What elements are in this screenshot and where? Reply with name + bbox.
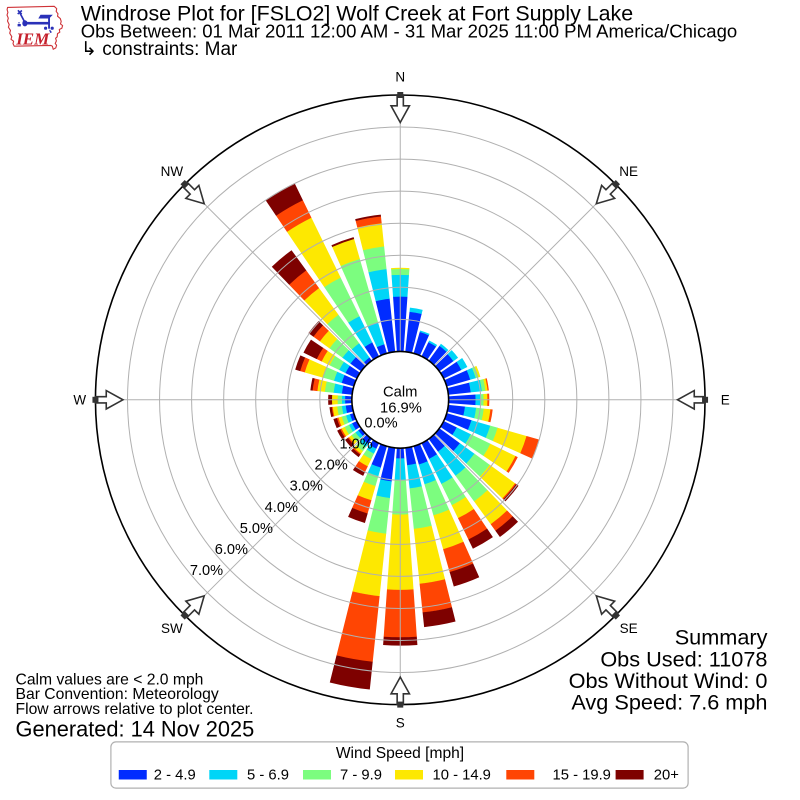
svg-text:7 - 9.9: 7 - 9.9 [340,768,382,784]
svg-text:3.0%: 3.0% [290,479,323,495]
svg-text:NW: NW [161,164,184,179]
svg-text:2.0%: 2.0% [314,458,347,474]
svg-text:10 - 14.9: 10 - 14.9 [433,768,491,784]
svg-text:Avg Speed: 7.6 mph: Avg Speed: 7.6 mph [571,690,767,715]
svg-text:5.0%: 5.0% [240,521,273,537]
svg-text:↳ constraints: Mar: ↳ constraints: Mar [81,39,238,60]
svg-text:4.0%: 4.0% [265,500,298,516]
svg-text:15 - 19.9: 15 - 19.9 [553,768,611,784]
svg-text:Wind Speed [mph]: Wind Speed [mph] [336,745,464,762]
svg-text:Obs Between: 01 Mar 2011 12:00: Obs Between: 01 Mar 2011 12:00 AM - 31 M… [81,21,738,42]
svg-text:6.0%: 6.0% [215,542,248,558]
svg-text:Summary: Summary [675,625,768,650]
svg-text:2 - 4.9: 2 - 4.9 [154,768,196,784]
svg-text:Calm values are < 2.0 mph: Calm values are < 2.0 mph [16,671,204,688]
svg-text:Flow arrows relative to plot c: Flow arrows relative to plot center. [16,701,254,718]
svg-text:Generated: 14 Nov 2025: Generated: 14 Nov 2025 [16,717,255,742]
svg-text:5 - 6.9: 5 - 6.9 [247,768,289,784]
svg-text:Obs Used: 11078: Obs Used: 11078 [600,646,767,671]
svg-text:1.0%: 1.0% [339,437,372,453]
svg-text:SE: SE [620,621,638,636]
svg-text:W: W [73,393,86,408]
svg-text:SW: SW [161,621,183,636]
svg-text:7.0%: 7.0% [190,563,223,579]
svg-text:Bar Convention: Meteorology: Bar Convention: Meteorology [16,686,219,703]
svg-text:16.9%: 16.9% [380,401,422,417]
svg-text:Calm: Calm [383,384,417,400]
svg-text:NE: NE [619,164,638,179]
svg-text:Windrose Plot for [FSLO2] Wolf: Windrose Plot for [FSLO2] Wolf Creek at … [81,2,633,26]
svg-text:0.0%: 0.0% [364,416,397,432]
svg-text:IEM: IEM [15,29,50,48]
svg-text:E: E [721,393,730,408]
svg-text:N: N [395,70,405,85]
svg-text:20+: 20+ [654,768,679,784]
svg-text:S: S [396,716,405,731]
svg-text:Obs Without Wind: 0: Obs Without Wind: 0 [569,668,768,693]
